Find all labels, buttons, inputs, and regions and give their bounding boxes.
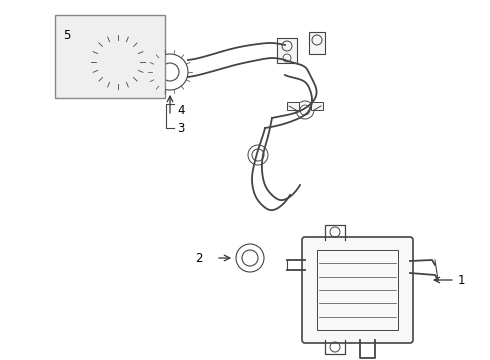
Bar (317, 250, 398, 330)
Text: 1: 1 (458, 274, 466, 287)
Text: 4: 4 (177, 104, 185, 117)
FancyBboxPatch shape (302, 237, 413, 343)
Text: 2: 2 (196, 252, 203, 265)
Text: 3: 3 (177, 122, 184, 135)
Bar (277, 38, 297, 63)
Bar (311, 102, 323, 110)
Bar (287, 102, 299, 110)
Bar (309, 32, 325, 54)
Bar (55, 15, 165, 98)
Text: 5: 5 (63, 28, 71, 41)
